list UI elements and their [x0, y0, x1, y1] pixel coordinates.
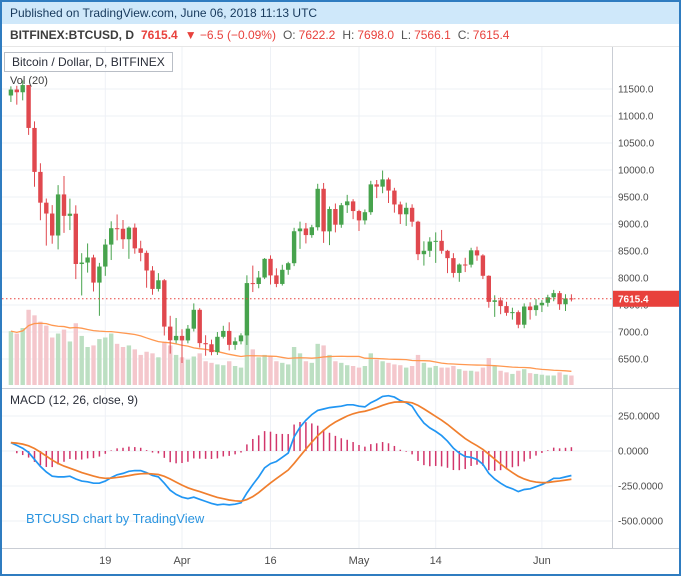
svg-text:16: 16: [264, 555, 276, 567]
published-text: Published on TradingView.com, June 06, 2…: [10, 6, 318, 20]
svg-text:8500.0: 8500.0: [618, 247, 649, 258]
published-bar: Published on TradingView.com, June 06, 2…: [2, 2, 679, 24]
close-value: C: 7615.4: [457, 28, 510, 42]
chart-region: 11500.0 11000.0 10500.0 10000.0 9500.0 9000.0…: [2, 46, 679, 574]
high-value: H: 7698.0: [342, 28, 395, 42]
macd-line: [10, 394, 572, 506]
candles: [8, 80, 574, 364]
svg-text:14: 14: [430, 555, 442, 567]
svg-text:Jun: Jun: [533, 555, 551, 567]
chart-legend[interactable]: Bitcoin / Dollar, D, BITFINEX: [4, 52, 173, 72]
svg-text:7000.0: 7000.0: [618, 328, 649, 339]
tradingview-watermark[interactable]: BTCUSD chart by TradingView: [26, 511, 205, 526]
price-change: ▼ −6.5 (−0.09%): [184, 28, 276, 42]
last-price: 7615.4: [141, 28, 178, 42]
macd-legend[interactable]: MACD (12, 26, close, 9): [10, 393, 139, 407]
chart-canvas[interactable]: 11500.0 11000.0 10500.0 10000.0 9500.0 9000.0…: [2, 47, 679, 575]
volume-legend[interactable]: Vol (20): [10, 75, 48, 87]
gridlines: [2, 47, 612, 548]
low-value: L: 7566.1: [401, 28, 451, 42]
symbol-name: BITFINEX:BTCUSD, D: [10, 28, 134, 42]
svg-text:11500.0: 11500.0: [618, 85, 654, 96]
volume-bars: [8, 309, 574, 385]
svg-text:-500.0000: -500.0000: [618, 516, 663, 527]
svg-text:10500.0: 10500.0: [618, 139, 655, 150]
svg-text:9000.0: 9000.0: [618, 220, 649, 231]
svg-text:10000.0: 10000.0: [618, 166, 655, 177]
svg-text:250.0000: 250.0000: [618, 411, 660, 422]
macd-histogram: [16, 422, 573, 471]
svg-text:11000.0: 11000.0: [618, 112, 654, 123]
last-price-tag: [613, 290, 679, 307]
volume-ma-line: [10, 322, 572, 372]
svg-text:May: May: [349, 555, 370, 567]
time-axis-labels: 19 Apr 16 May 14 Jun: [99, 555, 551, 567]
svg-text:Apr: Apr: [173, 555, 190, 567]
svg-text:9500.0: 9500.0: [618, 193, 649, 204]
symbol-bar: BITFINEX:BTCUSD, D 7615.4 ▼ −6.5 (−0.09%…: [2, 24, 679, 46]
svg-text:8000.0: 8000.0: [618, 274, 649, 285]
macd-signal-line: [10, 401, 572, 503]
svg-text:-250.0000: -250.0000: [618, 481, 663, 492]
price-axis-labels: 11500.0 11000.0 10500.0 10000.0 9500.0 9000.0…: [618, 85, 655, 366]
svg-text:7615.4: 7615.4: [618, 294, 649, 305]
svg-text:0.0000: 0.0000: [618, 446, 649, 457]
svg-text:6500.0: 6500.0: [618, 355, 649, 366]
open-value: O: 7622.2: [282, 28, 336, 42]
svg-text:19: 19: [99, 555, 111, 567]
macd-axis-labels: 250.0000 0.0000 -250.0000 -500.0000: [618, 411, 663, 527]
